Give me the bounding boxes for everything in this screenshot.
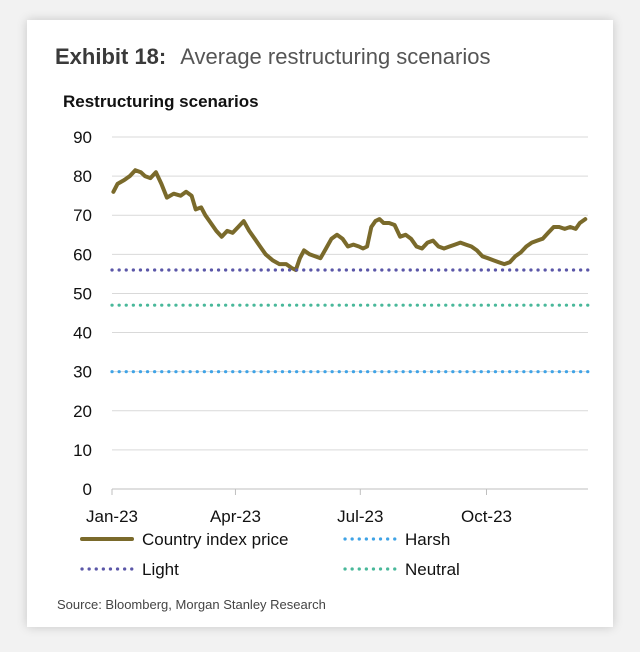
exhibit-heading: Exhibit 18: Average restructuring scenari… (55, 44, 490, 70)
exhibit-card: Exhibit 18: Average restructuring scenari… (27, 20, 613, 627)
y-tick-label: 30 (73, 363, 92, 382)
y-tick-label: 90 (73, 128, 92, 147)
x-tick-label: Oct-23 (461, 507, 512, 526)
exhibit-number: Exhibit 18: (55, 44, 167, 69)
source-note: Source: Bloomberg, Morgan Stanley Resear… (57, 597, 326, 612)
legend-label: Light (142, 560, 179, 579)
legend-label: Country index price (142, 530, 288, 549)
legend-label: Harsh (405, 530, 450, 549)
legend-label: Neutral (405, 560, 460, 579)
x-tick-label: Jul-23 (337, 507, 383, 526)
y-tick-label: 20 (73, 402, 92, 421)
chart-title: Restructuring scenarios (63, 92, 259, 111)
x-tick-label: Apr-23 (210, 507, 261, 526)
country-index-price-line (111, 168, 588, 272)
y-tick-label: 50 (73, 284, 92, 303)
y-tick-label: 60 (73, 245, 92, 264)
y-tick-label: 10 (73, 441, 92, 460)
y-tick-label: 80 (73, 167, 92, 186)
x-tick-label: Jan-23 (86, 507, 138, 526)
exhibit-title: Average restructuring scenarios (180, 44, 491, 69)
y-tick-label: 0 (83, 480, 92, 499)
y-tick-label: 40 (73, 324, 92, 343)
y-tick-label: 70 (73, 206, 92, 225)
